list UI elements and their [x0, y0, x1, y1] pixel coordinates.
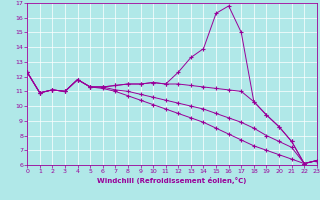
- X-axis label: Windchill (Refroidissement éolien,°C): Windchill (Refroidissement éolien,°C): [97, 177, 247, 184]
